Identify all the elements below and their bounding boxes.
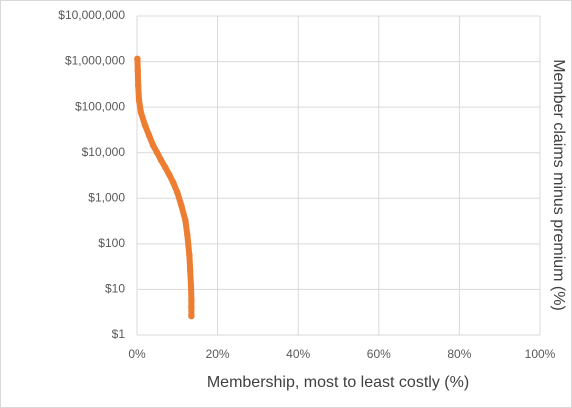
point [153,149,161,156]
point [149,142,157,149]
point [141,122,149,129]
y-tick-label: $10,000,000 [58,8,125,22]
y-tick-label: $1,000,000 [65,54,125,68]
point [186,252,193,259]
point [135,82,142,89]
x-tick-label: 100% [525,347,556,361]
y-tick-label: $10,000 [82,145,126,159]
x-tick-label: 80% [447,347,471,361]
point [178,202,185,209]
point [188,303,195,311]
point [145,132,153,139]
point [186,267,194,274]
point [184,231,191,239]
point [188,297,195,304]
point [182,217,189,224]
point [134,67,142,74]
point [134,55,141,63]
point [188,312,195,320]
y-tick-label: $10 [105,282,125,296]
y-tick-label: $100,000 [75,99,125,113]
point [137,109,145,117]
x-axis-title: Membership, most to least costly (%) [207,374,469,391]
x-tick-label: 0% [128,347,146,361]
point [187,282,195,290]
point [174,189,181,196]
point [170,179,177,186]
y-tick-label: $100 [98,236,125,250]
point [166,171,173,178]
point [162,164,169,171]
y-tick-label: $1,000 [88,190,125,204]
y-axis-title: Member claims minus premium (%) [550,59,567,311]
point [135,97,143,104]
point [157,157,165,164]
x-tick-label: 40% [286,347,310,361]
x-tick-label: 20% [206,347,230,361]
x-tick-label: 60% [367,347,391,361]
y-tick-label: $1 [112,327,126,341]
